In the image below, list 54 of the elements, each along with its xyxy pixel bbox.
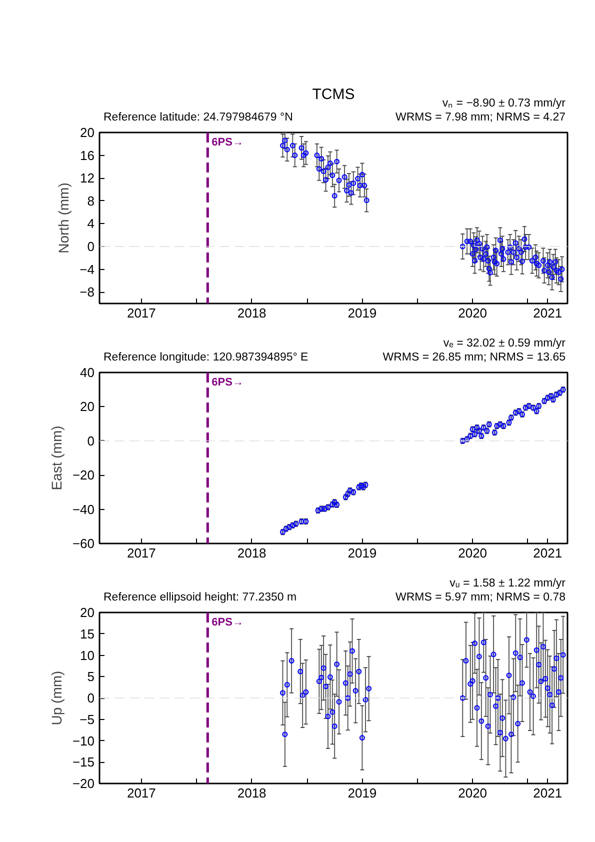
ref-line-label: 6PS→ [212, 376, 244, 388]
y-tick-label: 20 [80, 399, 95, 414]
x-tick-label: 2017 [126, 786, 156, 800]
x-tick-label: 2020 [458, 306, 488, 320]
y-tick-label: 40 [80, 365, 95, 380]
ref-line-label: 6PS→ [212, 616, 244, 628]
x-tick-label: 2017 [126, 306, 156, 320]
y-tick-label: 4 [87, 216, 95, 232]
x-tick-label: 2020 [458, 546, 488, 560]
y-tick-label: −4 [80, 262, 95, 277]
text: vₑ = 32.02 ± 0.59 mm/yr [443, 338, 566, 350]
x-tick-label: 2018 [237, 306, 266, 320]
y-tick-label: −40 [72, 502, 95, 517]
y-tick-label: 20 [80, 605, 95, 620]
y-tick-label: −15 [72, 754, 95, 770]
x-tick-label: 2019 [348, 786, 377, 800]
x-tick-label: 2021 [533, 306, 562, 320]
x-tick-label: 2017 [126, 546, 156, 560]
text: WRMS = 5.97 mm; NRMS = 0.78 [396, 592, 566, 604]
ref-line-label: 6PS→ [212, 136, 244, 148]
y-tick-label: 10 [80, 648, 95, 663]
y-tick-label: −5 [80, 712, 95, 727]
text: vᵤ = 1.58 ± 1.22 mm/yr [450, 578, 566, 590]
text: Reference latitude: 24.797984679 °N [104, 112, 293, 124]
y-tick-label: 0 [87, 239, 95, 254]
y-axis-title: Up (mm) [48, 670, 64, 726]
x-tick-label: 2018 [237, 786, 266, 800]
y-tick-label: 15 [80, 626, 95, 642]
y-tick-label: −20 [72, 468, 95, 483]
chart-title: TCMS [312, 86, 355, 103]
y-tick-label: 20 [80, 125, 95, 140]
x-tick-label: 2019 [348, 546, 377, 560]
text: Reference longitude: 120.987394895° E [104, 352, 309, 364]
y-tick-label: 0 [87, 690, 95, 706]
y-tick-label: −60 [72, 536, 95, 551]
y-tick-label: 8 [87, 193, 95, 208]
y-axis-title: North (mm) [56, 182, 72, 254]
text: WRMS = 26.85 mm; NRMS = 13.65 [382, 352, 566, 364]
text: vₙ = −8.90 ± 0.73 mm/yr [442, 98, 566, 110]
y-tick-label: −8 [80, 284, 95, 300]
x-tick-label: 2021 [533, 546, 562, 560]
text: Reference ellipsoid height: 77.2350 m [104, 592, 297, 604]
text: WRMS = 7.98 mm; NRMS = 4.27 [396, 112, 566, 124]
y-tick-label: −20 [72, 776, 95, 791]
y-tick-label: 12 [80, 170, 95, 186]
y-tick-label: 5 [87, 669, 95, 684]
x-tick-label: 2018 [237, 546, 266, 560]
x-tick-label: 2021 [533, 786, 562, 800]
x-tick-label: 2020 [458, 786, 488, 800]
x-tick-label: 2019 [348, 306, 377, 320]
y-axis-title: East (mm) [48, 426, 64, 490]
y-tick-label: 16 [80, 148, 95, 163]
y-tick-label: −10 [72, 733, 95, 748]
y-tick-label: 0 [87, 433, 95, 448]
